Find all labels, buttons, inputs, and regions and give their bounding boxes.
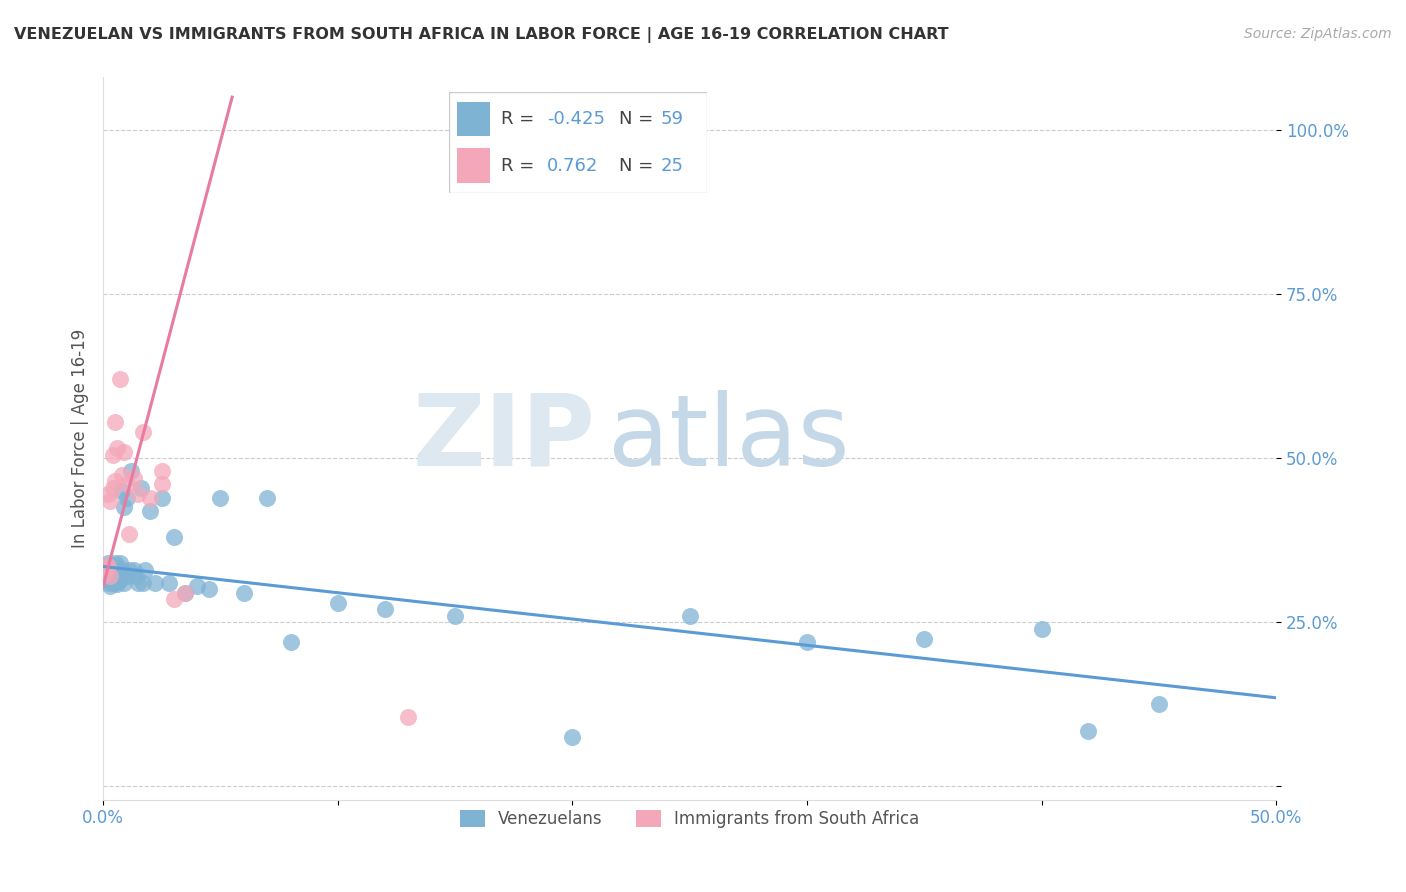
Point bbox=[97, 559, 120, 574]
Y-axis label: In Labor Force | Age 16-19: In Labor Force | Age 16-19 bbox=[72, 329, 89, 548]
Point bbox=[186, 579, 208, 593]
Point bbox=[678, 608, 700, 623]
Point bbox=[280, 635, 302, 649]
Point bbox=[125, 569, 148, 583]
Point bbox=[174, 586, 197, 600]
Point bbox=[256, 491, 278, 505]
Point bbox=[132, 425, 155, 439]
Point bbox=[115, 491, 138, 505]
Point bbox=[94, 566, 117, 580]
Point bbox=[98, 493, 121, 508]
Point bbox=[444, 608, 467, 623]
Point bbox=[105, 577, 128, 591]
Point bbox=[97, 569, 120, 583]
Point bbox=[108, 573, 131, 587]
Point bbox=[97, 487, 120, 501]
Point bbox=[209, 491, 232, 505]
Point bbox=[94, 563, 117, 577]
Point bbox=[101, 569, 124, 583]
Point bbox=[122, 471, 145, 485]
Point bbox=[174, 586, 197, 600]
Point bbox=[97, 556, 120, 570]
Point bbox=[118, 563, 141, 577]
Point bbox=[157, 575, 180, 590]
Point bbox=[108, 372, 131, 386]
Point bbox=[127, 575, 149, 590]
Point bbox=[111, 483, 134, 498]
Point bbox=[1031, 622, 1053, 636]
Point bbox=[98, 573, 121, 587]
Point bbox=[104, 575, 127, 590]
Point bbox=[94, 559, 117, 574]
Text: Source: ZipAtlas.com: Source: ZipAtlas.com bbox=[1244, 27, 1392, 41]
Point bbox=[97, 575, 120, 590]
Point bbox=[111, 563, 134, 577]
Point bbox=[105, 442, 128, 456]
Text: VENEZUELAN VS IMMIGRANTS FROM SOUTH AFRICA IN LABOR FORCE | AGE 16-19 CORRELATIO: VENEZUELAN VS IMMIGRANTS FROM SOUTH AFRI… bbox=[14, 27, 949, 43]
Point bbox=[139, 491, 162, 505]
Point bbox=[94, 559, 117, 574]
Point bbox=[162, 592, 184, 607]
Point bbox=[1147, 698, 1170, 712]
Point bbox=[150, 477, 173, 491]
Point bbox=[143, 575, 166, 590]
Point bbox=[1077, 723, 1099, 738]
Point bbox=[796, 635, 818, 649]
Point bbox=[162, 530, 184, 544]
Point bbox=[374, 602, 396, 616]
Point bbox=[101, 563, 124, 577]
Point bbox=[112, 575, 135, 590]
Point bbox=[120, 464, 142, 478]
Point bbox=[101, 481, 124, 495]
Point bbox=[105, 559, 128, 574]
Point bbox=[108, 556, 131, 570]
Point bbox=[129, 481, 152, 495]
Point bbox=[101, 575, 124, 590]
Point bbox=[112, 444, 135, 458]
Point bbox=[94, 566, 117, 580]
Point bbox=[134, 563, 156, 577]
Point bbox=[105, 569, 128, 583]
Point bbox=[150, 464, 173, 478]
Point bbox=[561, 730, 583, 744]
Point bbox=[98, 559, 121, 574]
Point bbox=[112, 500, 135, 515]
Point bbox=[98, 566, 121, 580]
Point bbox=[104, 566, 127, 580]
Point bbox=[104, 556, 127, 570]
Point bbox=[97, 563, 120, 577]
Point bbox=[127, 487, 149, 501]
Point bbox=[98, 579, 121, 593]
Point bbox=[912, 632, 935, 646]
Point bbox=[232, 586, 254, 600]
Legend: Venezuelans, Immigrants from South Africa: Venezuelans, Immigrants from South Afric… bbox=[453, 803, 927, 835]
Point bbox=[132, 575, 155, 590]
Point bbox=[98, 569, 121, 583]
Point bbox=[139, 504, 162, 518]
Point bbox=[111, 467, 134, 482]
Point bbox=[122, 563, 145, 577]
Point bbox=[326, 596, 349, 610]
Point bbox=[396, 710, 419, 724]
Point bbox=[104, 415, 127, 429]
Text: ZIP: ZIP bbox=[413, 390, 596, 487]
Point bbox=[101, 448, 124, 462]
Point bbox=[94, 573, 117, 587]
Point bbox=[115, 477, 138, 491]
Point bbox=[150, 491, 173, 505]
Point bbox=[104, 474, 127, 488]
Text: atlas: atlas bbox=[607, 390, 849, 487]
Point bbox=[115, 569, 138, 583]
Point bbox=[118, 526, 141, 541]
Point bbox=[197, 582, 219, 597]
